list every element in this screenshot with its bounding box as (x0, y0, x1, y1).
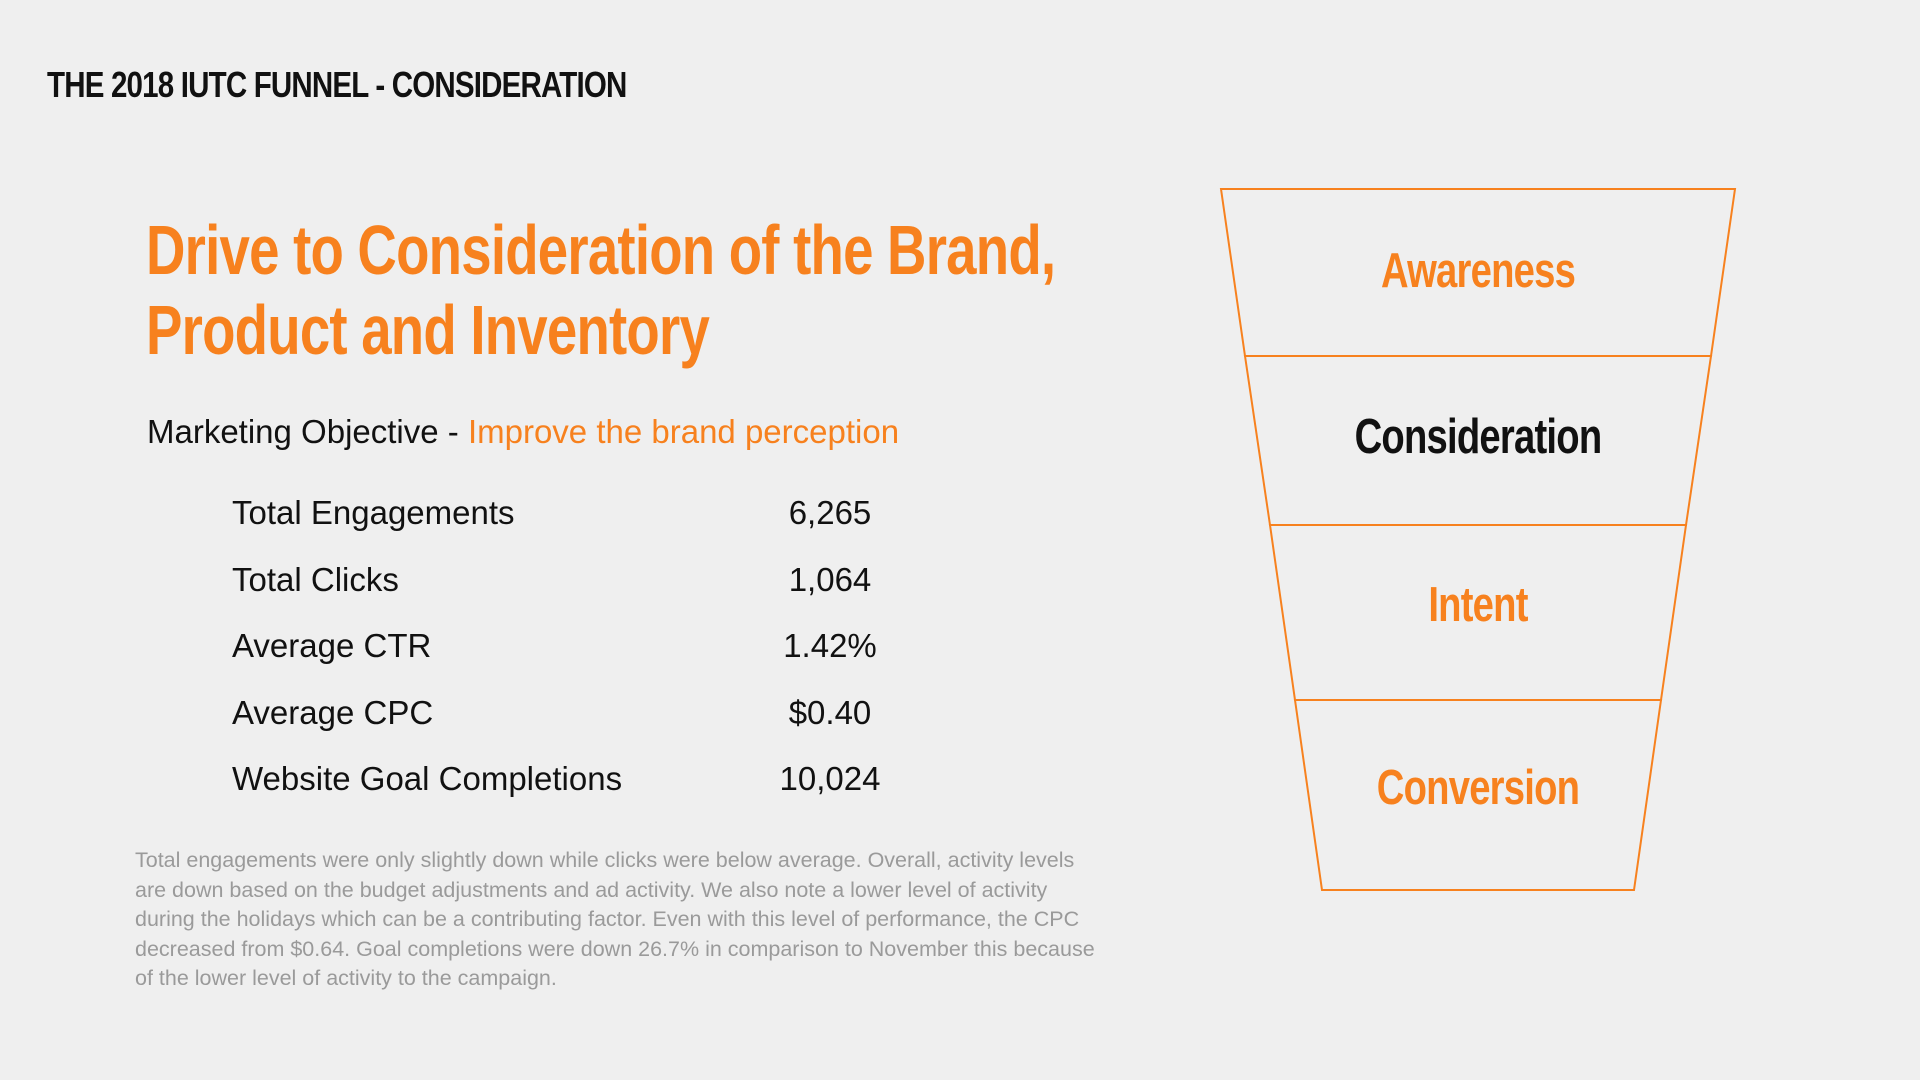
funnel-label-intent: Intent (1428, 578, 1528, 632)
metric-row: Average CTR 1.42% (232, 627, 912, 694)
metric-label: Total Engagements (232, 494, 515, 531)
objective-label: Marketing Objective - (147, 413, 468, 450)
metric-row: Total Engagements 6,265 (232, 494, 912, 561)
metric-row: Average CPC $0.40 (232, 694, 912, 761)
metric-value: 1,064 (788, 560, 872, 598)
metric-label: Website Goal Completions (232, 760, 623, 797)
metric-label: Average CPC (232, 693, 434, 731)
metric-row: Total Clicks 1,064 (232, 561, 912, 628)
headline: Drive to Consideration of the Brand, Pro… (146, 210, 1066, 370)
metric-value: 6,265 (788, 494, 872, 531)
slide-title: THE 2018 IUTC FUNNEL - CONSIDERATION (47, 64, 627, 105)
funnel-label-consideration: Consideration (1354, 410, 1603, 464)
funnel-label-awareness: Awareness (1380, 244, 1576, 298)
metric-label: Total Clicks (232, 560, 399, 598)
metric-row: Website Goal Completions 10,024 (232, 760, 912, 827)
summary-note: Total engagements were only slightly dow… (135, 848, 1095, 990)
headline-line-2: Product and Inventory (146, 291, 710, 369)
funnel-stage-conversion (1293, 699, 1663, 891)
metric-value: 10,024 (779, 760, 881, 797)
metric-value: 1.42% (783, 627, 877, 664)
funnel-label-conversion: Conversion (1376, 761, 1580, 815)
metric-label: Average CTR (232, 627, 432, 664)
headline-line-1: Drive to Consideration of the Brand, (146, 211, 1056, 289)
metrics-table: Total Engagements 6,265 Total Clicks 1,0… (232, 494, 912, 827)
objective-value: Improve the brand perception (467, 413, 900, 450)
metric-value: $0.40 (788, 693, 872, 731)
marketing-objective: Marketing Objective - Improve the brand … (147, 413, 899, 451)
